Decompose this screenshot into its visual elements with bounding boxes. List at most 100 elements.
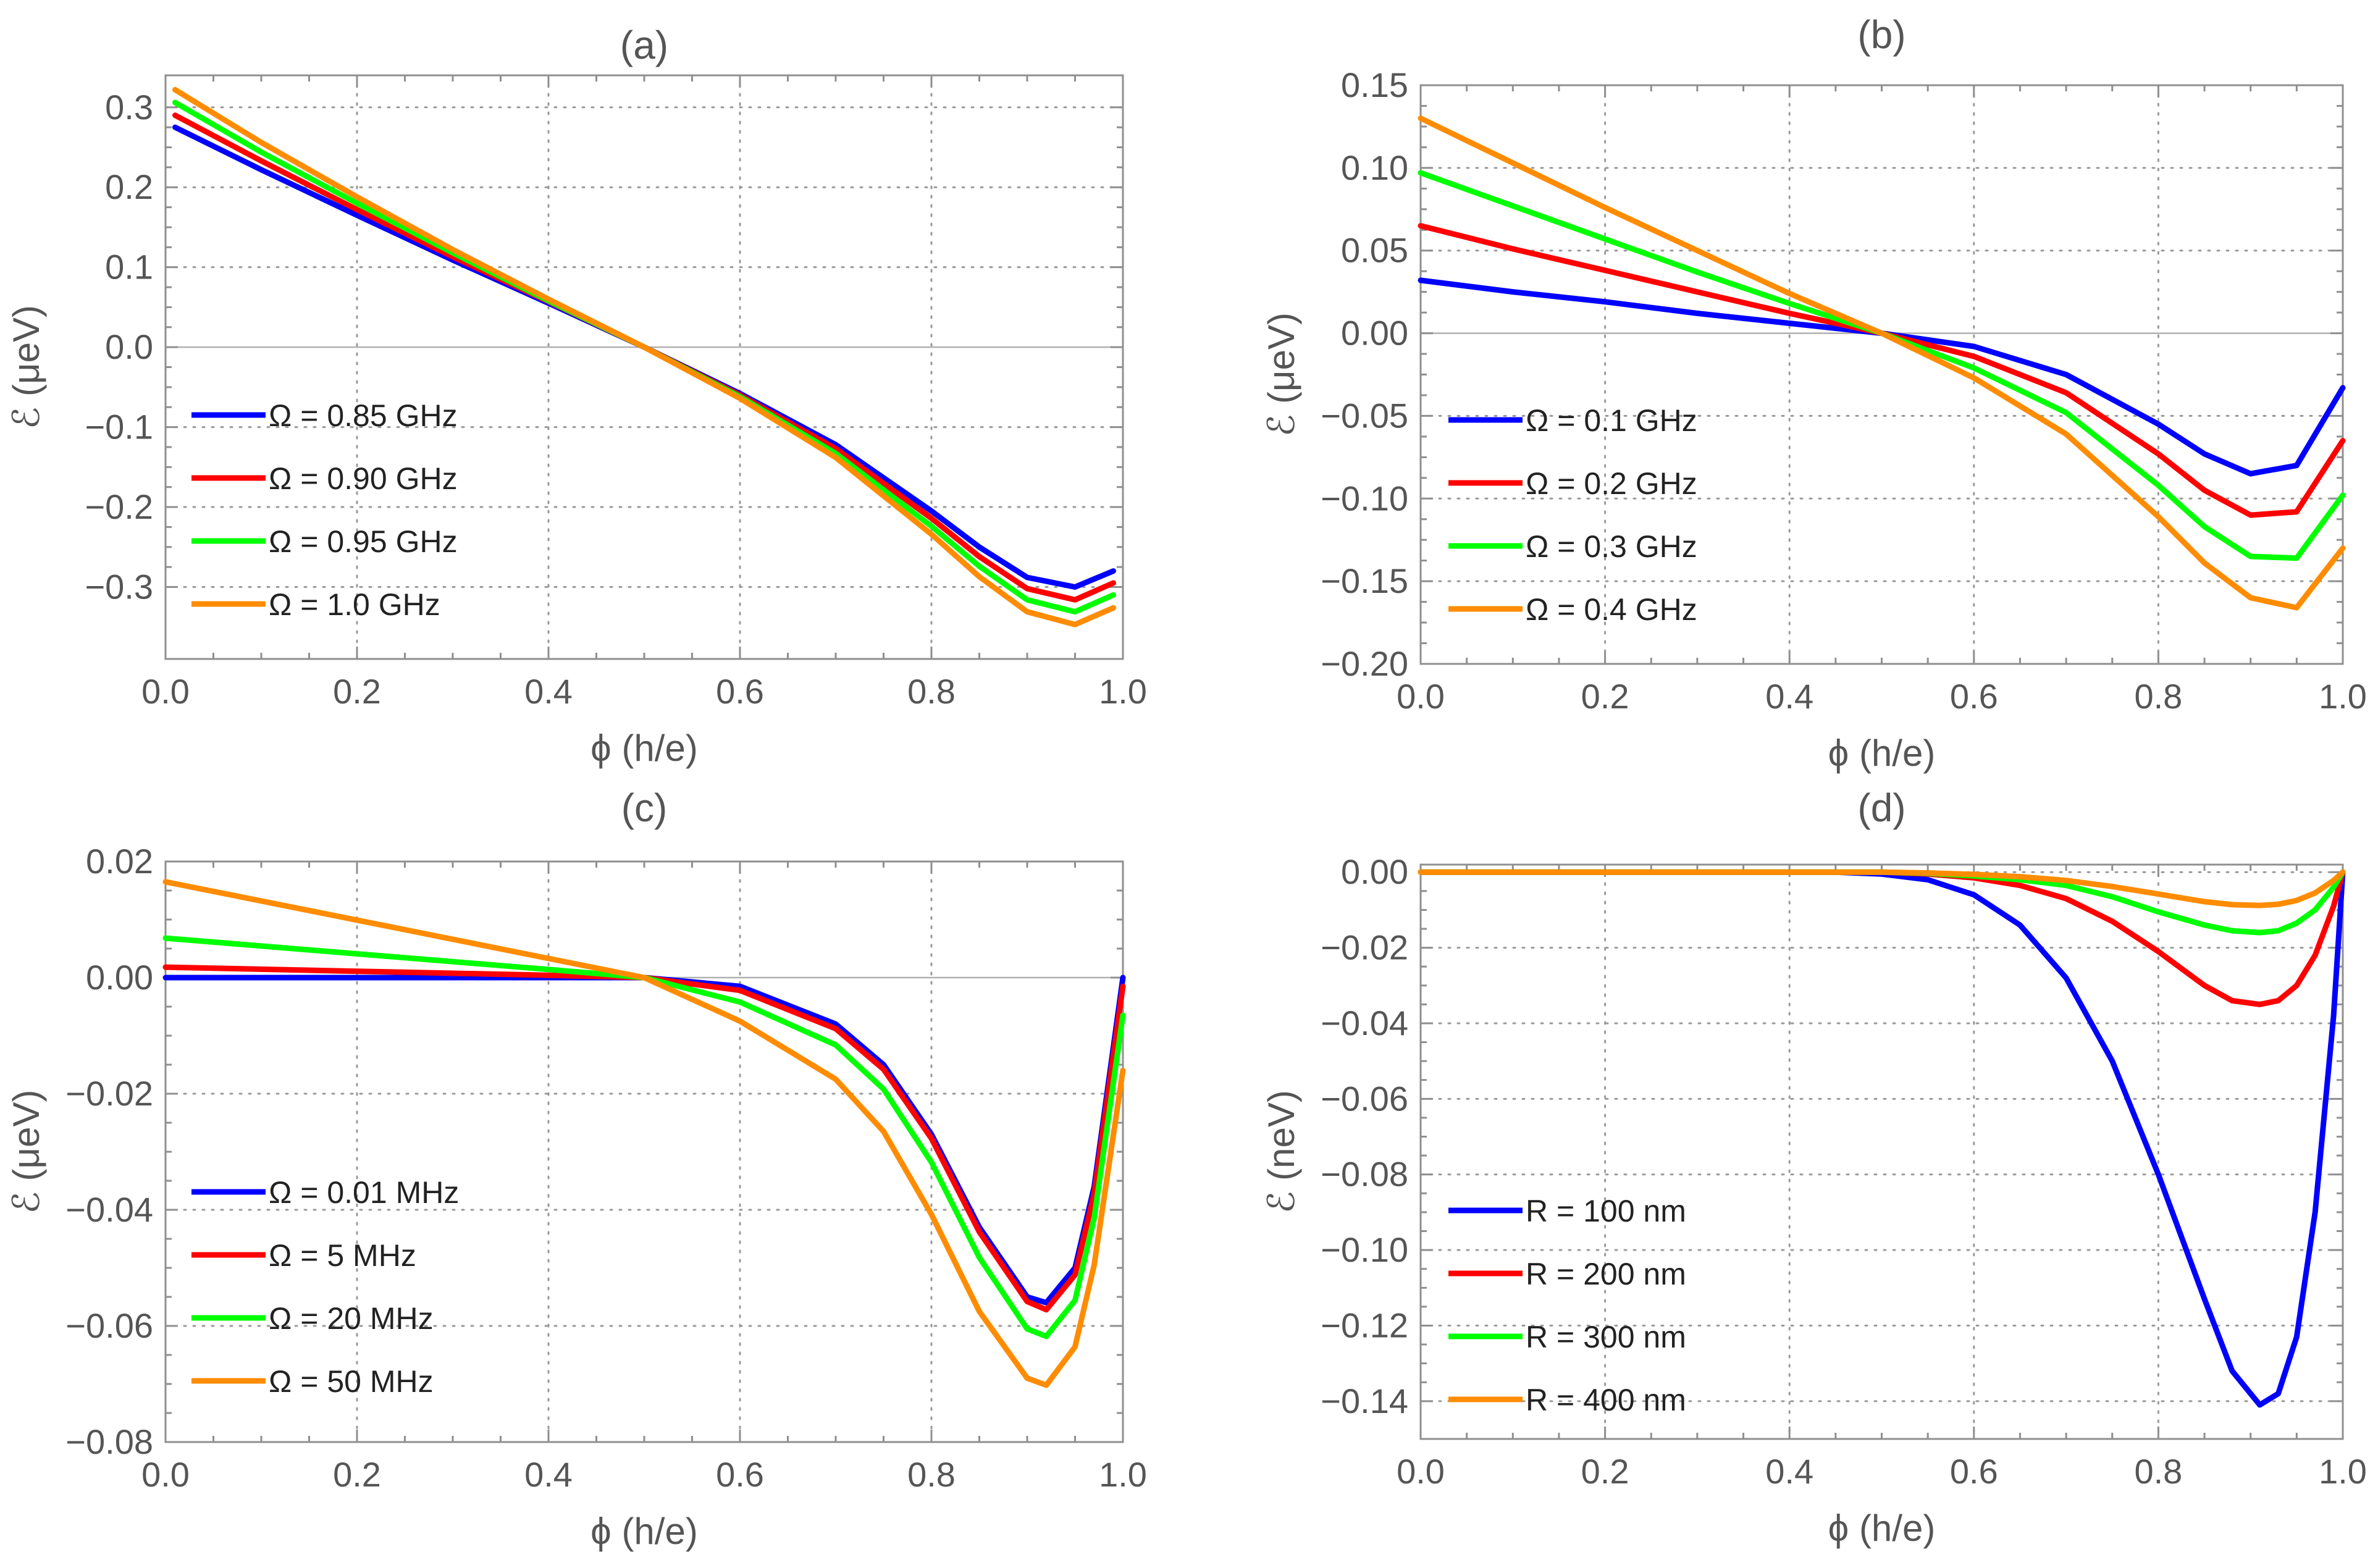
legend-label: Ω = 0.4 GHz: [1526, 592, 1697, 627]
y-tick-label: 0.02: [86, 842, 153, 881]
legend-label: Ω = 0.95 GHz: [269, 524, 458, 559]
legend-label: Ω = 20 MHz: [269, 1301, 434, 1336]
y-tick-label: 0.15: [1341, 65, 1408, 104]
x-tick-label: 0.2: [333, 672, 381, 711]
y-tick-label: 0.00: [86, 958, 153, 997]
legend-label: Ω = 50 MHz: [269, 1364, 434, 1399]
panel-c: 0.0 0.2 0.4 0.6 0.8 1.0 −0.08 −0.06 −0.04 −0.02 0.…: [6, 786, 1147, 1552]
y-tick-label: −0.02: [65, 1074, 153, 1113]
series-line-1: [1418, 277, 2346, 477]
y-tick-label: −0.20: [1321, 644, 1408, 683]
x-tick-label: 0.8: [2134, 677, 2182, 716]
panel-title: (a): [620, 23, 668, 67]
legend-label: R = 400 nm: [1526, 1383, 1686, 1417]
series-line-2: [1418, 869, 2346, 1007]
series-line-4: [162, 879, 1126, 1388]
y-tick-label: 0.00: [1341, 314, 1408, 353]
legend-label: R = 100 nm: [1526, 1194, 1686, 1228]
x-tick-label: 0.6: [716, 1455, 764, 1494]
y-tick-label: −0.04: [1321, 1004, 1408, 1042]
series-line-4: [1418, 869, 2346, 908]
x-axis-title: ϕ (h/e): [1828, 1507, 1936, 1549]
x-tick-label: 1.0: [1099, 1455, 1147, 1494]
series-line-2: [162, 964, 1126, 1313]
x-tick-label: 0.2: [1581, 1452, 1629, 1491]
series-line-1: [172, 124, 1116, 590]
y-tick-label: −0.02: [1321, 928, 1408, 967]
panel-title: (b): [1857, 12, 1905, 57]
y-axis-title: ℰ (μeV): [6, 305, 47, 429]
y-tick-label: −0.04: [65, 1190, 153, 1229]
y-tick-label: 0.3: [105, 88, 153, 127]
y-tick-label: 0.05: [1341, 231, 1408, 270]
legend-label: Ω = 0.85 GHz: [269, 398, 458, 433]
x-tick-label: 0.6: [716, 672, 764, 711]
legend: Ω = 0.01 MHz Ω = 5 MHz Ω = 20 MHz Ω = 50 MH…: [191, 1175, 459, 1399]
y-tick-label: 0.00: [1341, 852, 1408, 891]
x-tick-label: 0.8: [907, 672, 956, 711]
y-axis-title: ℰ (neV): [1261, 1090, 1302, 1214]
legend-label: R = 300 nm: [1526, 1320, 1686, 1354]
x-tick-label: 0.8: [2134, 1452, 2182, 1491]
y-tick-label: −0.3: [85, 567, 153, 606]
y-tick-label: 0.1: [105, 248, 153, 287]
y-tick-label: −0.08: [65, 1422, 153, 1461]
y-tick-label: −0.10: [1321, 1230, 1408, 1269]
panel-title: (c): [621, 786, 668, 830]
series-line-3: [162, 935, 1126, 1340]
series-line-4: [172, 86, 1116, 627]
x-axis-title: ϕ (h/e): [590, 727, 698, 769]
legend-label: R = 200 nm: [1526, 1257, 1686, 1291]
y-tick-label: 0.10: [1341, 148, 1408, 187]
legend-label: Ω = 0.90 GHz: [269, 461, 458, 496]
x-axis-title: ϕ (h/e): [590, 1511, 698, 1552]
legend-label: Ω = 1.0 GHz: [269, 587, 440, 622]
y-tick-label: −0.06: [65, 1306, 153, 1345]
panel-d: 0.0 0.2 0.4 0.6 0.8 1.0 −0.14 −0.12 −0.10 −0.08 −0…: [1261, 786, 2367, 1549]
x-tick-label: 0.6: [1950, 1452, 1998, 1491]
x-tick-label: 0.8: [907, 1455, 956, 1494]
legend-label: Ω = 5 MHz: [269, 1238, 416, 1273]
y-tick-label: −0.12: [1321, 1306, 1408, 1344]
y-tick-label: −0.06: [1321, 1079, 1408, 1118]
x-axis-title: ϕ (h/e): [1828, 732, 1936, 774]
y-tick-label: −0.15: [1321, 561, 1408, 600]
y-axis-title: ℰ (μeV): [6, 1090, 47, 1214]
panel-a: 0.0 0.2 0.4 0.6 0.8 1.0 −0.3 −0.2 −0.1 0.0 0.1 0.2 0…: [6, 23, 1147, 769]
x-tick-label: 0.4: [524, 1455, 573, 1494]
x-tick-label: 0.0: [141, 672, 190, 711]
x-tick-label: 0.0: [1397, 1452, 1445, 1491]
y-tick-label: −0.10: [1321, 479, 1408, 518]
y-tick-label: −0.08: [1321, 1155, 1408, 1194]
x-tick-label: 0.2: [1581, 677, 1629, 716]
legend: Ω = 0.1 GHz Ω = 0.2 GHz Ω = 0.3 GHz Ω = 0.4…: [1448, 403, 1697, 627]
panel-title: (d): [1857, 786, 1905, 830]
x-tick-label: 0.6: [1950, 677, 1998, 716]
plot-frame: [164, 74, 1124, 660]
x-tick-label: 1.0: [2319, 1452, 2367, 1491]
panel-b: 0.0 0.2 0.4 0.6 0.8 1.0 −0.20 −0.15 −0.10 −0.05 0.…: [1261, 12, 2367, 774]
y-tick-label: −0.1: [85, 408, 153, 447]
series-line-3: [1418, 170, 2346, 561]
y-tick-label: 0.0: [105, 327, 153, 366]
series-line-4: [1418, 115, 2346, 611]
y-tick-label: −0.05: [1321, 396, 1408, 435]
x-tick-label: 0.4: [1765, 1452, 1813, 1491]
legend-label: Ω = 0.1 GHz: [1526, 403, 1697, 438]
y-tick-label: 0.2: [105, 167, 153, 206]
x-tick-label: 1.0: [1099, 672, 1147, 711]
legend-label: Ω = 0.3 GHz: [1526, 529, 1697, 564]
x-tick-label: 0.0: [141, 1455, 190, 1494]
x-tick-label: 0.0: [1397, 677, 1445, 716]
legend-label: Ω = 0.2 GHz: [1526, 466, 1697, 501]
plot-frame: [1419, 84, 2344, 665]
legend: R = 100 nm R = 200 nm R = 300 nm R = 400 nm: [1448, 1194, 1686, 1417]
y-tick-label: −0.2: [85, 487, 153, 526]
x-tick-label: 0.2: [333, 1455, 381, 1494]
y-tick-label: −0.14: [1321, 1381, 1408, 1420]
legend-label: Ω = 0.01 MHz: [269, 1175, 459, 1210]
x-tick-label: 0.4: [524, 672, 573, 711]
x-tick-label: 0.4: [1765, 677, 1813, 716]
x-tick-label: 1.0: [2319, 677, 2367, 716]
